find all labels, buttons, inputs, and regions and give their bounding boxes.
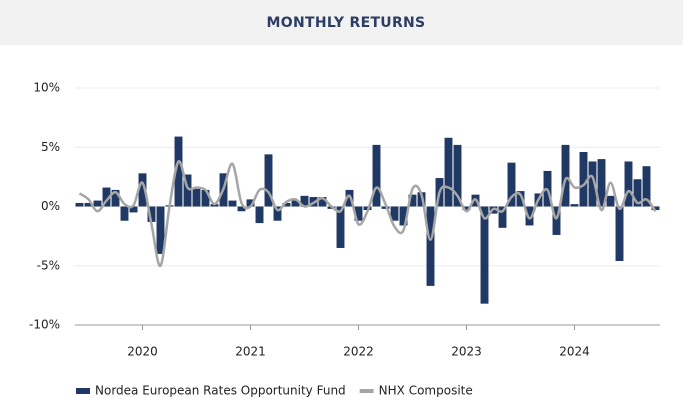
bar	[156, 206, 165, 254]
y-tick-label: 5%	[41, 140, 60, 154]
bar	[552, 206, 561, 235]
bar	[480, 206, 489, 304]
bar	[345, 189, 354, 207]
x-tick-label: 2020	[127, 345, 158, 359]
bar	[111, 189, 120, 207]
bar	[381, 206, 390, 209]
bar	[237, 206, 246, 212]
bar	[93, 200, 102, 207]
bar	[138, 173, 147, 207]
bar	[516, 191, 525, 207]
bar	[462, 206, 471, 211]
bar	[597, 159, 606, 207]
bar	[426, 206, 435, 286]
bar	[273, 206, 282, 221]
bar	[579, 151, 588, 207]
bar	[498, 206, 507, 228]
bar	[246, 199, 255, 207]
bar	[192, 188, 201, 207]
bar	[255, 206, 264, 224]
bar	[399, 206, 408, 226]
bar	[120, 206, 129, 221]
bar	[102, 187, 111, 207]
bar	[624, 161, 633, 207]
line	[78, 160, 657, 268]
bar	[507, 162, 516, 207]
bar	[651, 206, 660, 211]
bar	[606, 195, 615, 207]
bar	[561, 144, 570, 207]
bar	[336, 206, 345, 248]
chart-title: MONTHLY RETURNS	[267, 15, 426, 31]
bar	[264, 154, 273, 207]
bar	[300, 195, 309, 207]
bar	[453, 144, 462, 207]
bar	[228, 200, 237, 207]
bar	[354, 206, 363, 221]
title-band	[0, 0, 683, 45]
legend-label: Nordea European Rates Opportunity Fund	[95, 384, 346, 398]
bar	[633, 179, 642, 207]
x-tick-label: 2023	[451, 345, 482, 359]
bar	[129, 206, 138, 213]
y-tick-label: 10%	[33, 81, 60, 95]
bar	[588, 161, 597, 207]
y-tick-label: 0%	[41, 199, 60, 213]
bar	[183, 174, 192, 207]
y-tick-label: -10%	[29, 318, 60, 332]
bar	[318, 197, 327, 207]
bar	[201, 189, 210, 207]
bar	[390, 206, 399, 221]
legend-swatch	[76, 388, 90, 394]
bar	[408, 194, 417, 207]
bar	[570, 204, 579, 207]
y-tick-label: -5%	[37, 258, 60, 272]
bar	[444, 137, 453, 207]
x-tick-label: 2021	[235, 345, 266, 359]
x-tick-label: 2022	[343, 345, 374, 359]
bar	[282, 202, 291, 207]
bar	[642, 166, 651, 207]
bar	[84, 202, 93, 207]
bar	[525, 206, 534, 226]
bar	[147, 206, 156, 222]
legend-label: NHX Composite	[379, 384, 473, 398]
bar	[291, 200, 300, 207]
x-tick-label: 2024	[559, 345, 590, 359]
bar	[372, 144, 381, 207]
bar	[615, 206, 624, 262]
bar	[75, 202, 84, 207]
bar	[174, 136, 183, 207]
